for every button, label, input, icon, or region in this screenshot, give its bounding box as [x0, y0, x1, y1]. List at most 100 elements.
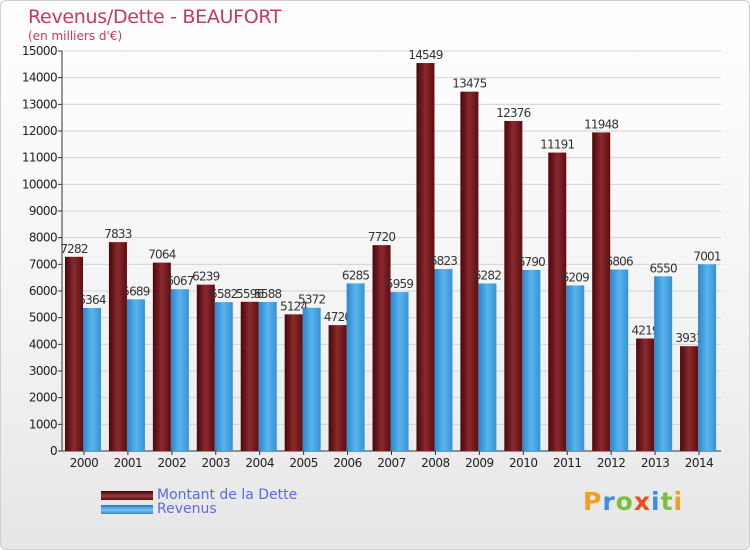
data-label: 5596 — [236, 287, 264, 301]
y-tick-label: 6000 — [29, 284, 57, 298]
x-tick-label: 2004 — [245, 456, 274, 470]
bar-revenus — [434, 269, 453, 451]
bar-revenus — [258, 301, 277, 451]
data-label: 6209 — [562, 270, 590, 284]
x-tick-label: 2010 — [509, 456, 538, 470]
bar-revenus — [654, 276, 673, 451]
bar-revenus — [390, 292, 409, 451]
x-tick-label: 2003 — [201, 456, 230, 470]
data-label: 12376 — [496, 106, 530, 120]
data-label: 3931 — [675, 331, 703, 345]
bar-revenus — [478, 283, 497, 451]
bar-dette — [680, 346, 699, 451]
logo-letter: r — [602, 487, 616, 516]
data-label: 5124 — [280, 299, 308, 313]
logo-letter: o — [615, 487, 634, 516]
x-tick-label: 2009 — [465, 456, 494, 470]
bar-dette — [548, 152, 567, 451]
data-label: 13475 — [452, 77, 486, 91]
bar-dette — [108, 242, 127, 451]
y-tick-label: 5000 — [29, 311, 57, 325]
data-label: 6790 — [518, 255, 546, 269]
bar-dette — [592, 132, 611, 452]
bar-revenus — [522, 269, 541, 451]
y-tick-label: 14000 — [22, 71, 57, 85]
x-tick-label: 2006 — [333, 456, 362, 470]
data-label: 11191 — [540, 138, 574, 152]
x-tick-label: 2007 — [377, 456, 406, 470]
y-tick-label: 2000 — [29, 391, 57, 405]
x-tick-label: 2002 — [158, 456, 187, 470]
bar-revenus — [610, 269, 629, 451]
x-tick-label: 2008 — [421, 456, 450, 470]
data-label: 5588 — [254, 287, 282, 301]
bar-revenus — [83, 307, 101, 451]
y-tick-label: 10000 — [22, 177, 57, 191]
bar-revenus — [302, 307, 321, 451]
y-tick-label: 3000 — [29, 364, 57, 378]
bar-revenus — [170, 289, 189, 451]
bar-revenus — [566, 285, 585, 451]
data-label: 6239 — [192, 270, 220, 284]
chart-subtitle: (en milliers d'€) — [28, 29, 123, 43]
logo-letter: x — [633, 487, 651, 516]
data-label: 5959 — [386, 277, 414, 291]
bar-dette — [196, 284, 215, 451]
y-tick-label: 7000 — [29, 257, 57, 271]
data-label: 6282 — [474, 268, 502, 282]
bar-dette — [284, 314, 303, 451]
data-label: 11948 — [584, 117, 618, 131]
bar-revenus — [346, 283, 365, 451]
chart-title: Revenus/Dette - BEAUFORT — [28, 6, 282, 28]
data-label: 6285 — [342, 268, 370, 282]
y-tick-label: 4000 — [29, 337, 57, 351]
y-tick-label: 15000 — [22, 44, 57, 58]
bar-revenus — [698, 264, 717, 451]
bar-revenus — [126, 299, 145, 451]
bar-dette — [65, 256, 83, 451]
legend-label-dette: Montant de la Dette — [157, 487, 298, 503]
legend-swatch-dette — [101, 490, 153, 500]
data-label: 7282 — [60, 242, 88, 256]
x-tick-label: 2014 — [685, 456, 714, 470]
data-label: 5582 — [210, 287, 238, 301]
data-label: 7064 — [148, 248, 176, 262]
bar-dette — [240, 301, 259, 451]
legend-label-revenus: Revenus — [157, 501, 217, 517]
data-label: 4720 — [324, 310, 352, 324]
data-label: 7720 — [368, 230, 396, 244]
data-label: 6550 — [649, 261, 677, 275]
x-tick-label: 2013 — [641, 456, 670, 470]
bar-dette — [152, 262, 171, 451]
logo-letter: i — [651, 487, 661, 516]
logo-letter: t — [660, 487, 674, 516]
data-label: 6067 — [166, 274, 194, 288]
y-tick-label: 8000 — [29, 231, 57, 245]
x-tick-label: 2011 — [553, 456, 582, 470]
y-tick-label: 12000 — [22, 124, 57, 138]
bar-dette — [328, 325, 347, 451]
y-tick-label: 0 — [50, 444, 57, 458]
y-tick-label: 9000 — [29, 204, 57, 218]
data-label: 6806 — [606, 255, 634, 269]
x-tick-label: 2000 — [70, 456, 99, 470]
bar-revenus — [214, 302, 233, 451]
x-tick-label: 2001 — [114, 456, 143, 470]
y-tick-label: 13000 — [22, 97, 57, 111]
data-label: 14549 — [408, 48, 442, 62]
x-tick-label: 2005 — [289, 456, 318, 470]
y-tick-label: 11000 — [22, 151, 57, 165]
data-label: 4219 — [631, 323, 659, 337]
x-tick-label: 2012 — [597, 456, 626, 470]
data-label: 7001 — [693, 249, 721, 263]
legend-swatch-revenus — [101, 504, 153, 514]
logo-letter: P — [583, 487, 603, 516]
data-label: 5372 — [298, 293, 326, 307]
bar-dette — [504, 120, 523, 452]
data-label: 7833 — [104, 227, 132, 241]
bar-dette — [636, 338, 655, 451]
data-label: 5364 — [78, 293, 106, 307]
bar-dette — [372, 245, 391, 451]
